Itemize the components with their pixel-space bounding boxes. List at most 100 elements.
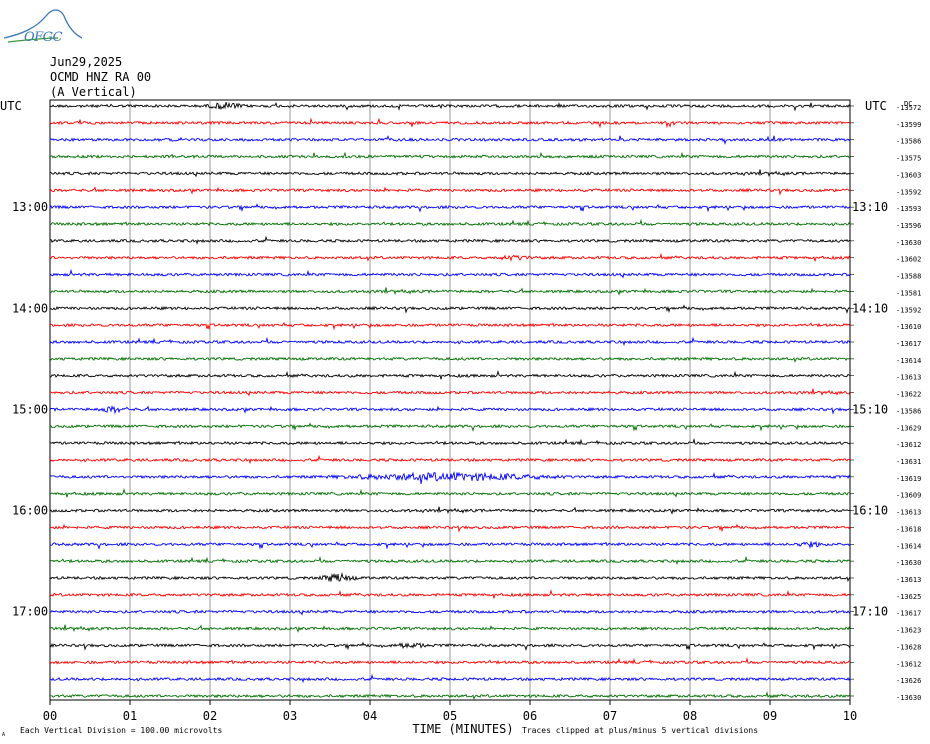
seismic-trace [49,321,851,331]
trace-offset-label: -13596 [896,222,921,230]
trace-offset-label: -13628 [896,643,921,651]
seismic-trace [49,252,851,262]
trace-offset-label: -13630 [896,239,921,247]
seismic-trace [49,572,851,583]
trace-offset-label: -13613 [896,509,921,517]
seismic-trace [49,506,851,515]
trace-offset-label: -13618 [896,525,921,533]
x-tick-label: 04 [363,709,377,723]
x-tick-label: 01 [123,709,137,723]
trace-offset-label: -13588 [896,273,921,281]
seismic-trace [49,151,850,159]
trace-offset-label: -13629 [896,424,921,432]
trace-offset-label: -13592 [896,306,921,314]
right-hour-label: 16:10 [852,504,888,518]
trace-offset-label: -13623 [896,627,921,635]
trace-offset-label: -13617 [896,610,921,618]
date-label: Jun29,2025 [50,55,123,69]
left-utc-label: UTC [0,99,22,113]
x-tick-label: 07 [603,709,617,723]
x-tick-label: 03 [283,709,297,723]
seismic-trace [49,186,851,196]
seismic-trace [49,540,851,550]
right-hour-label: 15:10 [852,402,888,416]
dc-label: DC [904,100,912,108]
trace-offset-label: -13630 [896,559,921,567]
trace-offset-label: -13612 [896,660,921,668]
trace-offset-label: -13586 [896,138,921,146]
logo-text: OFGC [24,30,63,45]
right-hour-label: 14:10 [852,301,888,315]
trace-offset-label: -13603 [896,171,921,179]
seismic-trace [50,487,850,498]
right-utc-label: UTC [865,99,887,113]
trace-offset-label: -13614 [896,357,921,365]
seismic-trace [49,405,851,415]
trace-offset-label: -13586 [896,407,921,415]
x-tick-label: 00 [43,709,57,723]
trace-offset-label: -13575 [896,155,921,163]
x-tick-label: 05 [443,709,457,723]
trace-offset-label: -13630 [896,694,921,702]
trace-offset-label: -13572 [896,104,921,112]
seismic-trace [49,369,851,380]
x-tick-label: 08 [683,709,697,723]
left-hour-label: 15:00 [12,402,48,416]
left-hour-label: 16:00 [12,504,48,518]
seismic-trace [49,101,851,112]
trace-offset-label: -13610 [896,323,921,331]
right-hour-label: 13:10 [852,200,888,214]
trace-offset-label: -13631 [896,458,921,466]
x-axis-title: TIME (MINUTES) [412,722,513,736]
x-tick-label: 06 [523,709,537,723]
x-tick-label: 09 [763,709,777,723]
seismic-trace [49,336,851,347]
seismic-trace [50,673,851,684]
seismic-trace [49,117,851,129]
ofgc-logo: OFGC [2,4,83,46]
seismic-trace [49,471,851,484]
seismic-trace [49,609,851,616]
trace-offset-label: -13602 [896,256,921,264]
seismic-trace [49,356,851,363]
seismic-trace [49,218,851,227]
trace-offset-label: -13614 [896,542,921,550]
seismic-trace [50,691,851,700]
seismic-trace [49,555,851,566]
seismic-trace [49,235,851,245]
seismic-trace [49,624,851,633]
trace-offset-label: -13609 [896,492,921,500]
seismic-trace [49,169,851,178]
x-tick-label: 10 [843,709,857,723]
trace-offset-label: -13613 [896,374,921,382]
left-hour-label: 17:00 [12,605,48,619]
trace-offset-label: -13626 [896,677,921,685]
seismic-trace [49,203,851,213]
seismic-trace [49,135,851,145]
clipping-note: Traces clipped at plus/minus 5 vertical … [522,726,758,735]
seismic-trace [49,657,850,665]
station-label: OCMD HNZ RA 00 [50,70,152,84]
x-tick-label: 02 [203,709,217,723]
seismic-trace [49,304,851,314]
trace-offset-label: -13625 [896,593,921,601]
trace-offset-label: -13613 [896,576,921,584]
seismic-trace [49,437,851,446]
trace-offset-label: -13592 [896,188,921,196]
left-hour-label: 13:00 [12,200,48,214]
trace-offset-label: -13612 [896,441,921,449]
seismic-trace [49,388,851,397]
logo-mountain-icon [3,9,83,43]
right-hour-label: 17:10 [852,605,888,619]
vertical-division-note: Each Vertical Division = 100.00 microvol… [20,726,222,735]
seismic-trace [49,523,851,533]
seismic-trace [49,641,851,651]
left-hour-label: 14:00 [12,301,48,315]
seismic-trace [49,589,851,599]
trace-offset-label: -13617 [896,340,921,348]
seismic-trace [49,422,851,432]
seismic-trace [49,454,851,465]
trace-offset-label: -13593 [896,205,921,213]
seismic-trace [49,287,851,296]
